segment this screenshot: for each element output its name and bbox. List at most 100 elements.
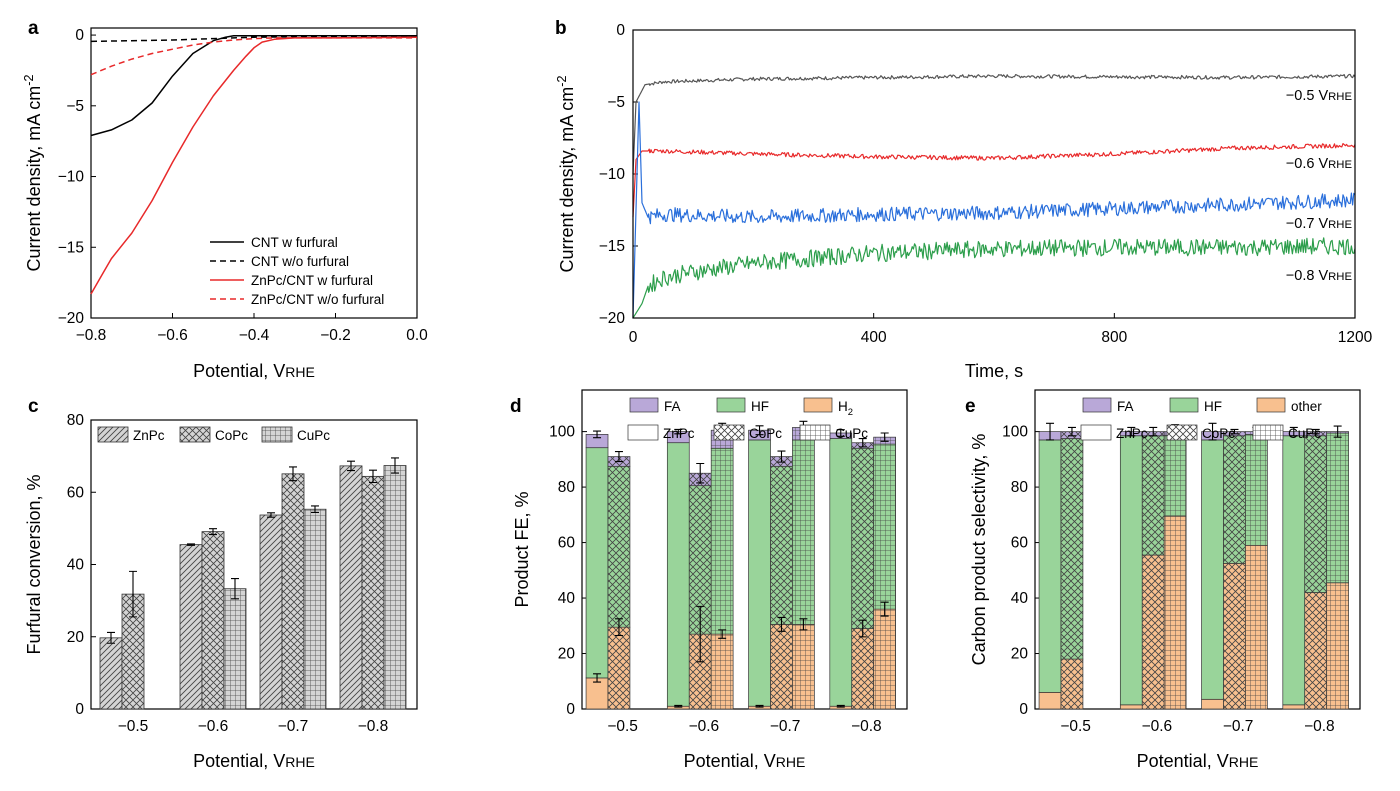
- y-tick-label: −15: [599, 238, 625, 255]
- bar-segment-hatch: [1245, 434, 1268, 546]
- y-tick-label: 0: [1019, 701, 1028, 718]
- x-tick-label: −0.6: [1142, 718, 1173, 735]
- panel-letter-a: a: [28, 18, 39, 39]
- legend-label: HF: [751, 399, 769, 414]
- bar-segment-hatch: [1061, 659, 1083, 709]
- error-bar: [1311, 428, 1320, 435]
- bar-segment-hatch: [770, 466, 793, 625]
- series-annotation: −0.8 VRHE: [1286, 268, 1353, 284]
- bar-znpc-hatch: [339, 465, 363, 710]
- error-bar: [369, 469, 377, 484]
- error-bar: [1067, 426, 1076, 437]
- legend-label: CNT w furfural: [251, 235, 338, 250]
- y-tick-label: 40: [67, 557, 85, 574]
- x-tick-label: −0.8: [1304, 718, 1335, 735]
- x-tick-label: −0.5: [118, 718, 149, 735]
- series-line: [90, 35, 417, 43]
- bar-znpc-hatch: [179, 544, 203, 710]
- legend-label: FA: [664, 399, 681, 414]
- legend-swatch: [629, 397, 659, 413]
- series-line: [632, 73, 1356, 175]
- y-tick-label: 80: [1011, 479, 1029, 496]
- y-axis-label: Current density, mA cm-2: [555, 76, 577, 273]
- bar-cupc-hatch: [303, 508, 327, 710]
- error-bar: [674, 428, 683, 435]
- series-line: [90, 36, 418, 295]
- y-tick-label: 80: [558, 479, 576, 496]
- error-bar: [858, 619, 867, 638]
- error-bar: [593, 430, 602, 439]
- error-bar: [289, 466, 297, 482]
- legend-swatch: [716, 397, 746, 413]
- panel-c: 0 20 40 60 80 −0.5 −0.6 −0.7 −0.8 ZnPc CoPc CuPc Pot…: [24, 412, 418, 771]
- bar-segment-hatch: [608, 627, 630, 709]
- x-tick-label: 0.0: [406, 327, 428, 344]
- bar-segment-h2: [1201, 698, 1224, 710]
- error-bar: [267, 512, 275, 518]
- error-bar: [696, 605, 705, 663]
- bar-segment-hatch: [1142, 435, 1165, 556]
- x-axis-label: Potential, VRHE: [193, 751, 315, 771]
- x-tick-label: −0.8: [358, 718, 389, 735]
- legend-swatch-hatch: [97, 426, 129, 443]
- plot-frame: [1034, 389, 1361, 710]
- bar-segment-hatch: [1061, 438, 1083, 660]
- x-tick-label: −0.4: [239, 327, 270, 344]
- bar-segment-hatch: [792, 439, 815, 625]
- error-bar: [858, 437, 867, 448]
- y-tick-label: 60: [67, 484, 85, 501]
- y-tick-label: −5: [607, 94, 625, 111]
- legend-label: ZnPc: [663, 426, 695, 441]
- legend-swatch: [803, 397, 833, 413]
- legend-swatch: [1080, 424, 1112, 441]
- legend-label: FA: [1117, 399, 1134, 414]
- y-tick-label: 0: [75, 27, 84, 44]
- bar-segment-h2: [1282, 704, 1306, 710]
- legend-label: ZnPc/CNT w/o furfural: [251, 292, 384, 307]
- bar-segment-hatch: [1164, 516, 1187, 709]
- bar-copc-hatch: [201, 531, 225, 710]
- legend-label: ZnPc: [133, 428, 165, 443]
- y-tick-label: −15: [58, 239, 84, 256]
- y-tick-label: 20: [1011, 646, 1029, 663]
- bar-segment-h2: [1119, 704, 1143, 710]
- legend-label: CNT w/o furfural: [251, 254, 349, 269]
- bar-segment-hatch: [608, 466, 630, 628]
- error-bar: [107, 631, 115, 644]
- x-tick-label: 400: [861, 329, 887, 346]
- x-axis-label: Potential, VRHE: [193, 361, 315, 381]
- x-axis-label: Potential, VRHE: [1137, 751, 1259, 771]
- legend-swatch-hatch: [1167, 425, 1197, 440]
- x-tick-label: −0.7: [278, 718, 309, 735]
- bar-segment-hf: [748, 439, 771, 707]
- y-tick-label: 20: [558, 646, 576, 663]
- error-bar: [614, 618, 623, 637]
- series-line: [632, 143, 1356, 218]
- error-bar: [1333, 425, 1342, 438]
- bar-znpc-hatch: [259, 514, 283, 710]
- error-bar: [1208, 422, 1217, 441]
- y-tick-label: −5: [66, 98, 84, 115]
- bar-segment-hf: [1119, 435, 1143, 706]
- legend-label: CuPc: [1288, 426, 1321, 441]
- panel-letter-d: d: [510, 396, 522, 417]
- error-bar: [614, 451, 623, 463]
- legend-swatch-hatch: [714, 425, 744, 440]
- bar-segment-hatch: [1304, 435, 1327, 593]
- y-tick-label: 40: [558, 590, 576, 607]
- legend-label: CoPc: [1202, 426, 1235, 441]
- legend-swatch-hatch: [261, 426, 293, 443]
- bar-segment-hatch: [851, 628, 874, 709]
- legend-swatch: [1082, 397, 1112, 413]
- panel-b: 0 400 800 1200 0 −5 −10 −15 −20 Time, s Current de…: [555, 22, 1373, 381]
- legend-swatch-hatch: [800, 425, 830, 440]
- error-bar: [1149, 426, 1158, 437]
- bar-copc-hatch: [361, 475, 385, 710]
- legend-swatch-hatch: [1253, 425, 1283, 440]
- bar-segment-hf: [1038, 439, 1062, 693]
- error-bar: [799, 618, 808, 631]
- bar-znpc-hatch: [99, 637, 123, 710]
- bar-segment-h2: [1038, 692, 1062, 710]
- legend-label: CuPc: [835, 426, 868, 441]
